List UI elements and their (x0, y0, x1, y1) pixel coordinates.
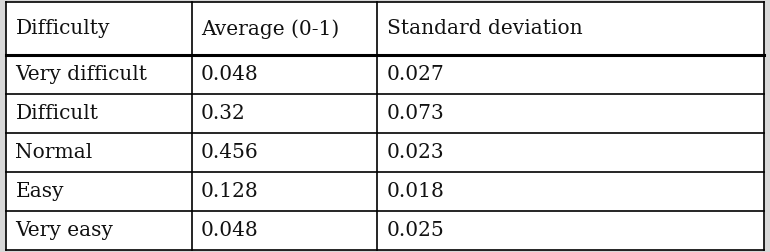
Bar (377, 172, 764, 211)
Bar (377, 94, 764, 133)
Bar (6, 172, 192, 211)
Bar (192, 94, 377, 133)
Bar (377, 211, 764, 250)
Bar (192, 172, 377, 211)
Text: 0.128: 0.128 (201, 182, 259, 201)
Text: 0.073: 0.073 (387, 104, 444, 123)
Text: 0.048: 0.048 (201, 65, 259, 84)
Text: Very difficult: Very difficult (15, 65, 147, 84)
Text: 0.023: 0.023 (387, 143, 444, 162)
Bar (6, 94, 192, 133)
Bar (377, 2, 764, 55)
Text: Easy: Easy (15, 182, 64, 201)
Text: Average (0-1): Average (0-1) (201, 19, 340, 39)
Text: Difficult: Difficult (15, 104, 99, 123)
Bar (192, 133, 377, 172)
Text: Very easy: Very easy (15, 221, 113, 240)
Bar (192, 211, 377, 250)
Text: 0.32: 0.32 (201, 104, 246, 123)
Bar (6, 2, 192, 55)
Text: Normal: Normal (15, 143, 92, 162)
Text: 0.018: 0.018 (387, 182, 444, 201)
Text: 0.456: 0.456 (201, 143, 259, 162)
Bar (6, 55, 192, 94)
Bar (192, 2, 377, 55)
Bar (192, 55, 377, 94)
Bar (6, 211, 192, 250)
Text: 0.048: 0.048 (201, 221, 259, 240)
Text: Standard deviation: Standard deviation (387, 19, 582, 38)
Text: Difficulty: Difficulty (15, 19, 110, 38)
Text: 0.025: 0.025 (387, 221, 444, 240)
Bar (377, 133, 764, 172)
Bar (377, 55, 764, 94)
Text: 0.027: 0.027 (387, 65, 444, 84)
Bar (6, 133, 192, 172)
